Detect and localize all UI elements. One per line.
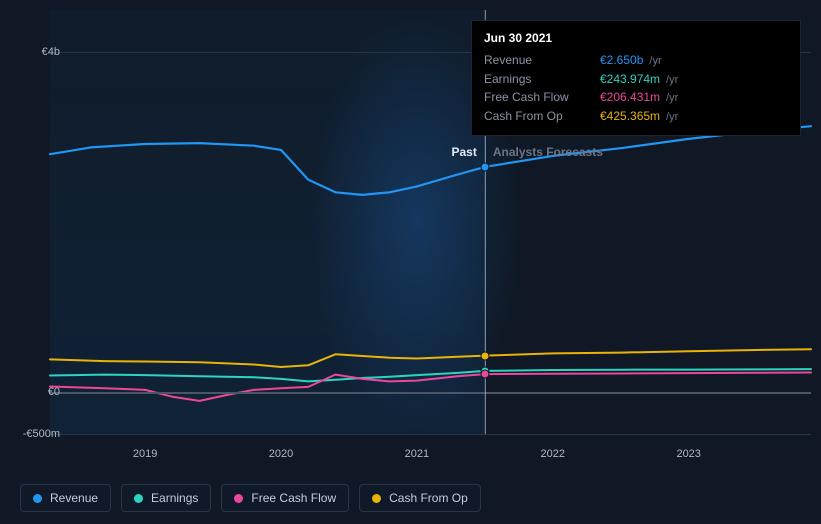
x-axis-label: 2020 [269,448,293,460]
legend-label: Free Cash Flow [251,491,336,505]
legend-label: Revenue [50,491,98,505]
tooltip-label: Cash From Op [484,107,594,125]
tooltip-row: Free Cash Flow €206.431m/yr [484,88,788,107]
x-axis-label: 2021 [405,448,429,460]
tooltip-unit: /yr [666,109,678,126]
tooltip-unit: /yr [666,90,678,107]
legend-item[interactable]: Free Cash Flow [221,484,349,512]
tooltip-value: €243.974m [600,70,660,88]
y-axis-labels: €4b €0 -€500m [20,10,60,464]
y-axis-label: -€500m [23,428,60,440]
x-axis-label: 2019 [133,448,157,460]
tooltip-label: Revenue [484,51,594,69]
tooltip-date: Jun 30 2021 [484,31,788,45]
series-fcf [50,373,811,401]
x-axis-label: 2023 [676,448,700,460]
past-label: Past [50,145,485,159]
financial-chart: PastAnalysts Forecasts €4b€0-€500m 20192… [20,10,811,464]
x-axis-labels: 2019 2020 2021 2022 2023 [50,444,811,464]
legend-item[interactable]: Revenue [20,484,111,512]
legend-swatch [234,494,243,503]
tooltip-value: €2.650b [600,51,643,69]
y-axis-label: €4b [42,46,60,58]
x-axis-label: 2022 [541,448,565,460]
tooltip-row: Revenue €2.650b/yr [484,51,788,70]
legend-label: Earnings [151,491,198,505]
forecast-label: Analysts Forecasts [485,145,603,159]
gridline [50,434,811,435]
series-cash_from_op [50,349,811,367]
tooltip-row: Earnings €243.974m/yr [484,70,788,89]
gridline [50,392,811,394]
legend-swatch [134,494,143,503]
legend-label: Cash From Op [389,491,468,505]
tooltip-row: Cash From Op €425.365m/yr [484,107,788,126]
series-revenue [50,126,811,195]
legend-swatch [372,494,381,503]
legend-swatch [33,494,42,503]
tooltip-unit: /yr [649,53,661,70]
legend-item[interactable]: Cash From Op [359,484,481,512]
chart-tooltip: Jun 30 2021 Revenue €2.650b/yr Earnings €24… [471,20,801,136]
tooltip-value: €425.365m [600,107,660,125]
tooltip-label: Free Cash Flow [484,88,594,106]
tooltip-value: €206.431m [600,88,660,106]
chart-legend: Revenue Earnings Free Cash Flow Cash From O… [20,484,481,512]
tooltip-label: Earnings [484,70,594,88]
y-axis-label: €0 [48,386,60,398]
legend-item[interactable]: Earnings [121,484,211,512]
tooltip-unit: /yr [666,72,678,89]
